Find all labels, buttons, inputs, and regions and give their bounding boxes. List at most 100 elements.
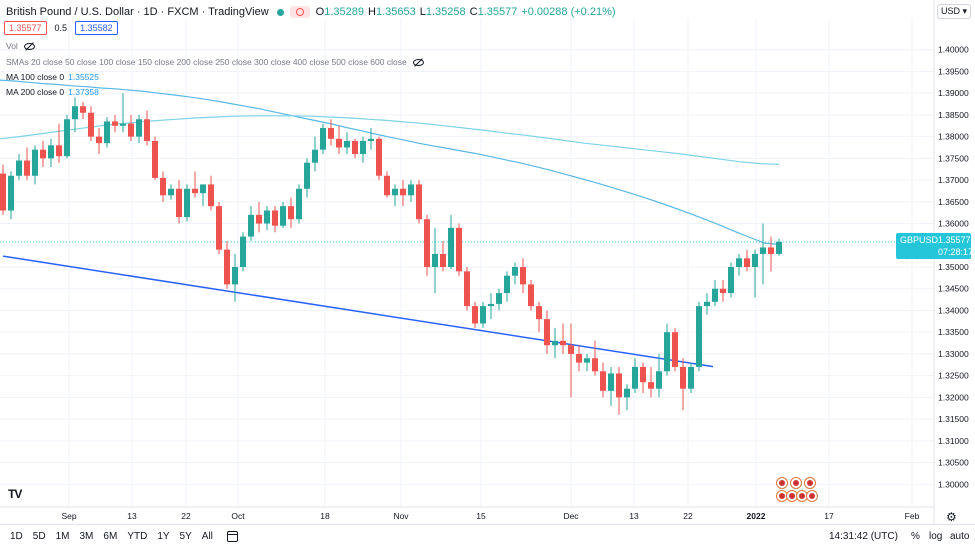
candle-body [664,332,670,372]
calendar-icon[interactable] [226,531,238,542]
candle-body [272,210,278,226]
candle-body [336,138,342,148]
candle-body [752,253,758,267]
y-tick-label: 1.30500 [938,458,969,468]
candle-body [248,214,254,237]
candle-body [408,184,414,196]
timeframe-5d[interactable]: 5D [32,531,46,542]
candle-body [712,288,718,302]
candle-body [448,227,454,267]
candle-body [584,358,590,363]
candle-body [200,184,206,194]
y-tick-label: 1.37500 [938,153,969,163]
timeframe-1m[interactable]: 1M [55,531,70,542]
candle-body [280,206,286,226]
candle-body [680,366,686,389]
tradingview-logo[interactable]: TV [8,487,22,501]
trade-panel: 1.35577 0.5 1.35582 [4,21,118,35]
currency-selector[interactable]: USD ▾ [937,4,972,19]
settings-gear-icon[interactable]: ⚙ [946,510,957,524]
candle-body [104,121,110,144]
candle-body [472,306,478,324]
candle-body [480,306,486,324]
hidden-eye-icon[interactable] [412,58,424,66]
bar-countdown: 07:28:17 [938,247,974,257]
candle-body [464,271,470,307]
event-flag-icon[interactable] [790,477,802,489]
log-toggle[interactable]: log [929,531,943,542]
legend-ma100[interactable]: MA 100 close 0 1.35525 [6,72,99,82]
sell-button[interactable]: 1.35577 [4,21,47,35]
candle-body [184,188,190,218]
symbol-title[interactable]: British Pound / U.S. Dollar · 1D · FXCM … [6,6,269,18]
candle-body [144,119,150,141]
buy-button[interactable]: 1.35582 [75,21,118,35]
y-tick-label: 1.39000 [938,88,969,98]
candle-body [304,162,310,189]
ma100-line [0,79,780,245]
open-value: 1.35289 [324,6,364,18]
candle-body [776,241,782,254]
candle-body [504,275,510,294]
timeframe-ytd[interactable]: YTD [127,531,148,542]
event-flag-icon[interactable] [776,490,788,502]
bottom-toolbar: 1D 5D 1M 3M 6M YTD 1Y 5Y All 14:31:42 (U… [0,524,975,548]
x-tick-label: 13 [629,511,639,521]
candle-body [40,149,46,159]
x-tick-label: Nov [393,511,409,521]
timeframe-all[interactable]: All [201,531,213,542]
ma200-line [0,115,780,165]
candle-body [232,267,238,285]
timeframe-5y[interactable]: 5Y [179,531,192,542]
timeframe-3m[interactable]: 3M [79,531,94,542]
x-tick-label: 18 [320,511,330,521]
utc-clock[interactable]: 14:31:42 (UTC) [829,531,898,542]
candle-body [672,332,678,367]
event-flag-icon[interactable] [776,477,788,489]
x-tick-label: 2022 [747,511,766,521]
candle-body [568,345,574,354]
x-tick-label: Sep [61,511,76,521]
timeframe-1y[interactable]: 1Y [157,531,170,542]
percent-toggle[interactable]: % [911,531,920,542]
y-tick-label: 1.33500 [938,327,969,337]
hidden-eye-icon[interactable] [23,42,35,50]
low-value: 1.35258 [425,6,466,18]
close-value: 1.35577 [477,6,518,18]
candle-body [744,258,750,267]
y-tick-label: 1.38500 [938,110,969,120]
candle-body [616,373,622,398]
timeframe-1d[interactable]: 1D [10,531,23,542]
candle-body [376,138,382,176]
y-tick-label: 1.33000 [938,349,969,359]
candle-body [520,267,526,285]
candle-body [328,127,334,139]
candle-body [72,106,78,120]
candle-body [528,284,534,307]
event-flag-icon[interactable] [806,490,818,502]
auto-toggle[interactable]: auto [950,531,970,542]
legend-smas[interactable]: SMAs 20 close 50 close 100 close 150 clo… [6,57,424,67]
legend-ma200[interactable]: MA 200 close 0 1.37358 [6,87,99,97]
event-flag-icon[interactable] [804,477,816,489]
candle-body [136,119,142,137]
candle-body [320,127,326,150]
timeframe-6m[interactable]: 6M [103,531,118,542]
candle-body [760,247,766,254]
last-price: 1.35577 [938,235,971,245]
candle-body [216,206,222,250]
y-tick-label: 1.31000 [938,436,969,446]
candle-body [512,267,518,276]
visibility-toggle-icon[interactable] [289,6,310,18]
x-tick-label: 17 [824,511,834,521]
economic-events[interactable] [776,477,822,503]
candle-body [416,184,422,220]
candle-body [24,160,30,176]
candle-body [608,373,614,391]
y-tick-label: 1.36000 [938,219,969,229]
candle-body [704,301,710,307]
legend-vol[interactable]: Vol [6,41,35,51]
last-price-label: GBPUSD 1.35577 07:28:17 [896,233,974,259]
